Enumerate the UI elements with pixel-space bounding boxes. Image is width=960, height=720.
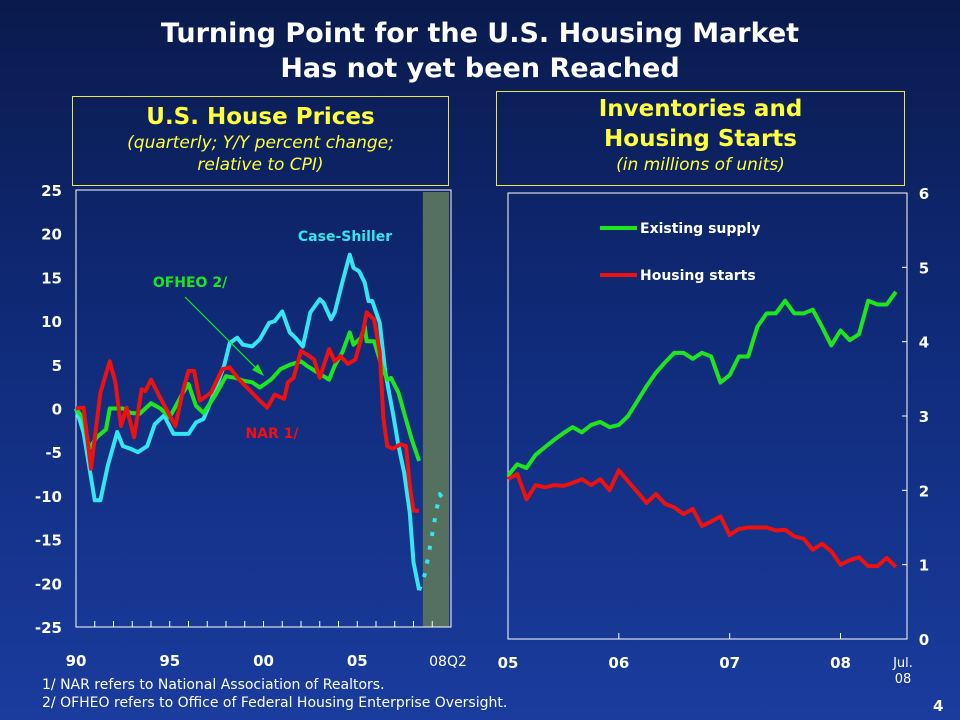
forecast-shaded-region — [422, 192, 449, 627]
left-y-tick-label: 10 — [41, 313, 62, 331]
left-y-tick-label: 20 — [41, 226, 62, 244]
left-chart-subtitle-2: relative to CPI) — [197, 155, 324, 175]
footnote-2: 2/ OFHEO refers to Office of Federal Hou… — [42, 695, 508, 711]
ofheo-label: OFHEO 2/ — [153, 275, 228, 291]
left-plot-frame — [75, 189, 452, 628]
series-line-existing-supply — [506, 290, 898, 477]
right-x-end-label-month: Jul. — [892, 656, 913, 671]
right-plot-frame — [507, 192, 908, 640]
right-y-tick-label: 1 — [919, 557, 929, 575]
right-chart-title-box: Inventories and Housing Starts (in milli… — [496, 91, 905, 186]
series-line-case-shiller-futures — [417, 492, 448, 591]
left-y-tick-label: 25 — [41, 182, 62, 200]
left-y-tick-label: -25 — [35, 619, 62, 637]
slide-title: Turning Point for the U.S. Housing Marke… — [0, 16, 960, 86]
series-line-nar-1- — [75, 310, 420, 513]
left-x-tick-label: 05 — [347, 652, 368, 670]
right-x-tick-label: 07 — [719, 654, 740, 672]
left-chart-title: U.S. House Prices — [146, 104, 375, 130]
left-x-tick-label: 90 — [66, 652, 87, 670]
right-y-tick-label: 3 — [919, 408, 929, 426]
left-x-tick-label: 00 — [253, 652, 274, 670]
nar-label: NAR 1/ — [245, 426, 299, 442]
slide-title-line2: Has not yet been Reached — [280, 53, 680, 84]
right-chart-title-1: Inventories and — [598, 96, 803, 122]
right-y-tick-label: 5 — [919, 259, 929, 277]
left-chart-subtitle-1: (quarterly; Y/Y percent change; — [127, 133, 394, 153]
right-y-tick-label: 2 — [919, 482, 929, 500]
ofheo-arrow-line — [184, 296, 261, 373]
left-y-tick-label: 5 — [52, 357, 62, 375]
left-chart-title-box: U.S. House Prices (quarterly; Y/Y percen… — [72, 96, 449, 186]
left-y-tick-label: -15 — [35, 532, 62, 550]
right-chart-subtitle: (in millions of units) — [616, 155, 785, 175]
page-number: 4 — [933, 697, 944, 715]
ofheo-arrow-head — [252, 364, 264, 376]
left-x-tick-label: 08Q2 — [429, 654, 467, 670]
series-line-housing-starts — [507, 468, 898, 569]
right-chart-title-2: Housing Starts — [604, 126, 797, 152]
legend-label: Housing starts — [640, 268, 756, 284]
case-shiller-label: Case-Shiller — [298, 229, 392, 245]
left-y-tick-label: -5 — [45, 444, 62, 462]
left-y-tick-label: 0 — [52, 401, 62, 419]
left-y-tick-label: -20 — [35, 575, 62, 593]
right-y-tick-label: 0 — [919, 631, 929, 649]
series-line-case-shiller — [74, 252, 422, 591]
left-y-tick-label: -10 — [35, 488, 62, 506]
right-x-tick-label: 08 — [830, 654, 851, 672]
left-x-tick-label: 95 — [159, 652, 180, 670]
left-y-tick-label: 15 — [41, 269, 62, 287]
right-y-tick-label: 4 — [919, 334, 929, 352]
footnote-1: 1/ NAR refers to National Association of… — [42, 677, 385, 693]
slide-title-line1: Turning Point for the U.S. Housing Marke… — [160, 18, 800, 49]
right-x-end-label-year: 08 — [895, 672, 912, 687]
legend-label: Existing supply — [640, 221, 760, 237]
right-y-tick-label: 6 — [919, 185, 929, 203]
right-x-tick-label: 05 — [498, 654, 519, 672]
right-x-tick-label: 06 — [608, 654, 629, 672]
